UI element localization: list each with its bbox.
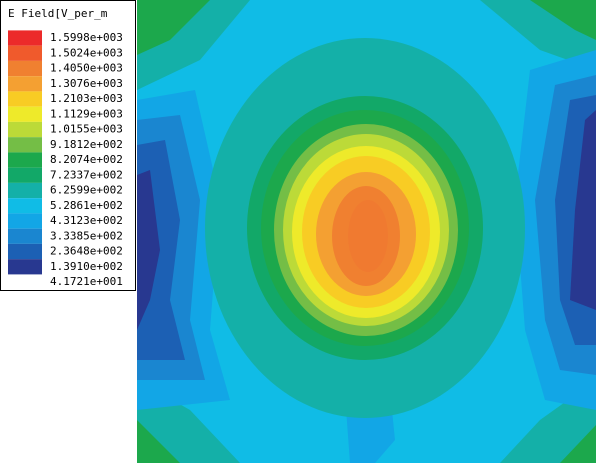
legend-swatch xyxy=(8,228,42,244)
legend-swatch xyxy=(8,121,42,138)
legend-label: 2.3648e+002 xyxy=(50,245,123,258)
legend-label: 1.3910e+002 xyxy=(50,260,123,273)
legend-label: 1.5998e+003 xyxy=(50,31,123,44)
legend-swatch xyxy=(8,137,42,153)
legend-swatch xyxy=(8,30,42,46)
legend-label: 1.3076e+003 xyxy=(50,77,123,90)
legend-swatch xyxy=(8,167,42,183)
legend-label: 8.2074e+002 xyxy=(50,153,123,166)
legend-swatch xyxy=(8,213,42,229)
legend-label: 7.2337e+002 xyxy=(50,168,123,181)
legend-label: 4.3123e+002 xyxy=(50,214,123,227)
legend-label: 6.2599e+002 xyxy=(50,184,123,197)
legend-swatch xyxy=(8,45,42,61)
legend-label: 1.2103e+003 xyxy=(50,92,123,105)
legend-label: 1.4050e+003 xyxy=(50,62,123,75)
legend-label: 5.2861e+002 xyxy=(50,199,123,212)
legend-title: E Field[V_per_m xyxy=(8,7,108,20)
legend-swatch xyxy=(8,243,42,260)
legend-label: 3.3385e+002 xyxy=(50,229,123,242)
contour-region xyxy=(137,0,210,55)
legend-swatch xyxy=(8,91,42,107)
legend-swatch xyxy=(8,60,42,77)
legend-swatch xyxy=(8,152,42,168)
contour-region xyxy=(530,0,596,40)
contour-plot xyxy=(137,0,596,463)
legend-label: 1.5024e+003 xyxy=(50,46,123,59)
legend-swatch xyxy=(8,259,42,275)
contour-region xyxy=(348,200,388,272)
contour-region xyxy=(137,170,160,330)
legend-swatch xyxy=(8,198,42,214)
legend-label: 1.0155e+003 xyxy=(50,123,123,136)
contour-region xyxy=(137,420,180,463)
legend-label: 9.1812e+002 xyxy=(50,138,123,151)
legend-swatch xyxy=(8,76,42,92)
legend-swatch xyxy=(8,182,42,199)
legend: E Field[V_per_m 1.5998e+003 1.5024e+003 1.… xyxy=(0,0,136,291)
contour-region xyxy=(570,110,596,310)
contour-region xyxy=(560,425,596,463)
legend-label: 4.1721e+001 xyxy=(50,275,123,288)
legend-swatch xyxy=(8,106,42,122)
legend-label: 1.1129e+003 xyxy=(50,107,123,120)
